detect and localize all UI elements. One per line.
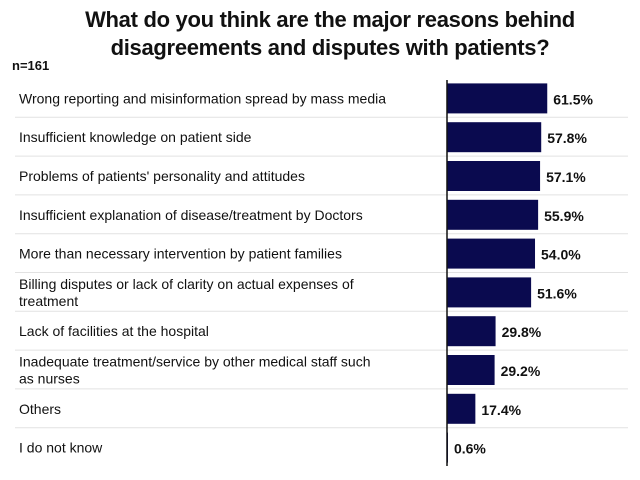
value-label: 51.6% xyxy=(537,285,577,301)
chart-title-line-1: What do you think are the major reasons … xyxy=(85,7,575,32)
value-label: 54.0% xyxy=(541,247,581,263)
chart-title: What do you think are the major reasons … xyxy=(40,6,620,62)
category-label: treatment xyxy=(19,293,78,309)
bar xyxy=(447,238,536,269)
category-label: Insufficient explanation of disease/trea… xyxy=(19,207,363,223)
bar xyxy=(447,199,539,230)
category-label: Problems of patients' personality and at… xyxy=(19,168,305,184)
bar xyxy=(447,355,495,385)
value-label: 61.5% xyxy=(553,91,593,107)
value-label: 55.9% xyxy=(544,208,584,224)
bar xyxy=(447,316,496,347)
category-label: Insufficient knowledge on patient side xyxy=(19,129,252,145)
category-label: Billing disputes or lack of clarity on a… xyxy=(19,276,354,292)
category-label: Inadequate treatment/service by other me… xyxy=(19,354,371,370)
value-label: 0.6% xyxy=(454,441,486,457)
category-label: I do not know xyxy=(19,440,103,456)
bar xyxy=(447,161,541,191)
category-label: as nurses xyxy=(19,371,80,387)
category-label: Wrong reporting and misinformation sprea… xyxy=(19,90,386,106)
chart-title-line-2: disagreements and disputes with patients… xyxy=(110,35,550,60)
value-label: 29.2% xyxy=(501,363,541,379)
bar xyxy=(447,122,542,153)
category-label: Lack of facilities at the hospital xyxy=(19,323,209,339)
sample-size-label: n=161 xyxy=(12,58,50,73)
bar xyxy=(447,277,532,308)
value-label: 57.8% xyxy=(547,130,587,146)
value-label: 57.1% xyxy=(546,169,586,185)
value-label: 29.8% xyxy=(502,324,542,340)
value-label: 17.4% xyxy=(481,402,521,418)
category-label: More than necessary intervention by pati… xyxy=(19,246,342,262)
bar xyxy=(447,393,476,424)
category-label: Others xyxy=(19,401,61,417)
bar xyxy=(447,83,548,114)
